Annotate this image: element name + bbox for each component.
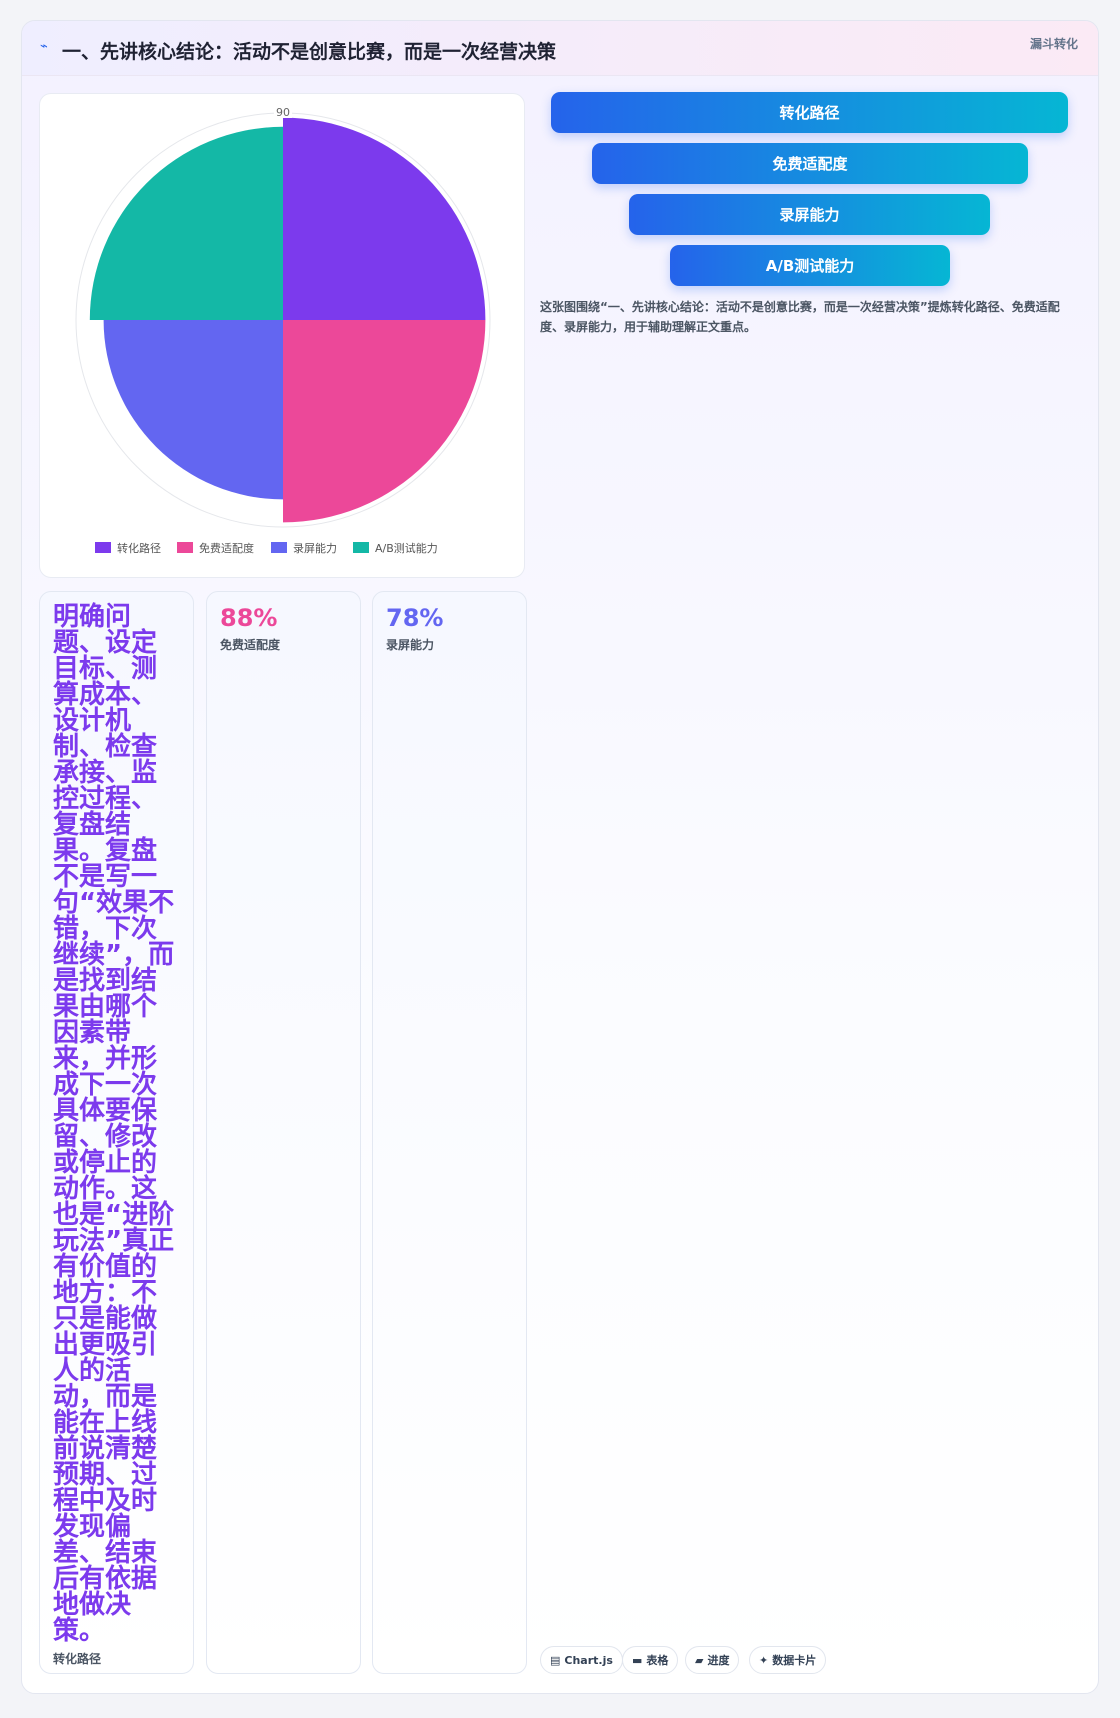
legend-label: 免费适配度: [199, 541, 254, 555]
legend-label: 录屏能力: [293, 541, 337, 555]
legend-swatch: [95, 542, 111, 553]
stat-card: 明确问题、设定目标、测算成本、设计机制、检查承接、监控过程、复盘结果。复盘不是写…: [39, 591, 194, 1674]
sector: [283, 117, 486, 320]
stat-card: 78% 录屏能力: [372, 591, 527, 1674]
icon: ⌁: [40, 39, 48, 54]
stat-value: 88%: [220, 604, 278, 632]
funnel-step: 转化路径: [551, 92, 1068, 133]
funnel-step: 录屏能力: [629, 194, 990, 235]
funnel-step: A/B测试能力: [670, 245, 950, 286]
legend-swatch: [271, 542, 287, 553]
funnel-step: 免费适配度: [592, 143, 1028, 184]
stat-label: 免费适配度: [220, 638, 281, 652]
chip: ✦ 数据卡片: [749, 1646, 827, 1674]
sector: [283, 320, 486, 523]
chip-label: 进度: [707, 1654, 730, 1667]
chip-label: 数据卡片: [772, 1654, 817, 1667]
legend-label: A/B测试能力: [375, 541, 438, 555]
legend-swatch: [177, 542, 193, 553]
chip-label: Chart.js: [564, 1653, 613, 1667]
title: 一、先讲核心结论：活动不是创意比赛，而是一次经营决策: [62, 41, 557, 63]
chip: ▰ 进度: [685, 1646, 740, 1674]
tick-bg: [274, 106, 292, 118]
stat-card: 88% 免费适配度: [206, 591, 361, 1674]
sector: [89, 126, 283, 320]
sector: [103, 320, 283, 500]
chip: ▬ 表格: [622, 1646, 679, 1674]
header: ⌁ 一、先讲核心结论：活动不是创意比赛，而是一次经营决策 漏斗转化: [22, 21, 1098, 76]
stat-label: 转化路径: [53, 1652, 102, 1666]
chart: 90 转化路径 免费适配度 录屏能力 A/B测试能力: [75, 106, 491, 555]
tag: 漏斗转化: [1029, 37, 1078, 51]
tick-label: 90: [276, 106, 290, 119]
stat-value: 明确问题、设定目标、测算成本、设计机制、检查承接、监控过程、复盘结果。复盘不是写…: [53, 602, 175, 1646]
chip-label: 表格: [646, 1654, 669, 1667]
stat-value: 78%: [386, 604, 444, 632]
stat-label: 录屏能力: [386, 638, 435, 652]
legend-label: 转化路径: [117, 541, 161, 555]
legend-swatch: [353, 542, 369, 553]
chip: ▤ Chart.js: [540, 1646, 623, 1674]
chart-card: 90 转化路径 免费适配度 录屏能力 A/B测试能力: [39, 93, 525, 578]
caption: 这张图围绕“一、先讲核心结论：活动不是创意比赛，而是一次经营决策”提炼转化路径、…: [540, 300, 1060, 334]
